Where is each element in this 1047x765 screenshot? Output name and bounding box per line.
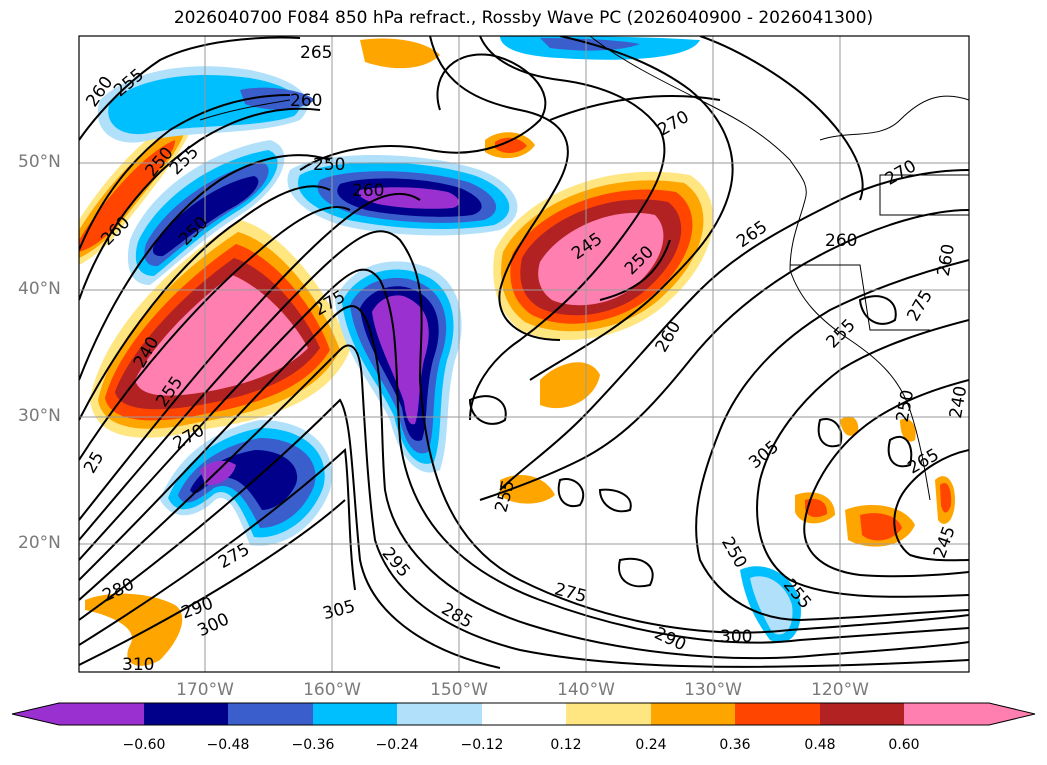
colorbar-segment xyxy=(228,703,313,725)
colorbar-tick: 0.60 xyxy=(888,737,920,753)
colorbar-segment xyxy=(313,703,397,725)
lon-label-120w: 120°W xyxy=(811,680,869,700)
colorbar-extend-high xyxy=(989,703,1035,725)
colorbar-tick: 0.48 xyxy=(804,737,836,753)
colorbar-tick: −0.12 xyxy=(460,737,504,753)
negative-anomaly-alaska xyxy=(97,36,801,643)
lon-label-170w: 170°W xyxy=(176,680,234,700)
colorbar-segment xyxy=(482,703,566,725)
lat-label-20n: 20°N xyxy=(18,533,61,553)
colorbar-tick: 0.36 xyxy=(719,737,751,753)
negative-anomaly-northwest xyxy=(127,140,285,285)
colorbar xyxy=(11,702,1036,726)
map-canvas: 260 255 265 260 250 255 260 250 260 250 … xyxy=(78,35,971,675)
lat-label-30n: 30°N xyxy=(18,406,61,426)
colorbar-segment xyxy=(397,703,482,725)
contour-label: 265 xyxy=(300,43,332,63)
contour-label: 300 xyxy=(720,627,752,647)
colorbar-tick: −0.60 xyxy=(122,737,166,753)
coastline xyxy=(199,36,969,501)
lon-label-160w: 160°W xyxy=(303,680,361,700)
contour-label: 250 xyxy=(313,155,345,175)
contour-label: 260 xyxy=(825,231,857,251)
colorbar-tick: −0.36 xyxy=(291,737,335,753)
figure-title: 2026040700 F084 850 hPa refract., Rossby… xyxy=(173,8,874,28)
refractivity-contours xyxy=(79,36,969,669)
colorbar-segment xyxy=(904,703,989,725)
negative-anomaly-north xyxy=(287,155,518,236)
positive-anomaly-northwest xyxy=(79,110,196,265)
colorbar-tick: 0.24 xyxy=(635,737,667,753)
colorbar-segment xyxy=(735,703,820,725)
map-frame xyxy=(78,35,970,673)
colorbar-tick: −0.48 xyxy=(206,737,250,753)
colorbar-tick: −0.24 xyxy=(375,737,419,753)
negative-anomaly-southwest xyxy=(160,420,332,546)
contour-label: 310 xyxy=(122,655,154,675)
colorbar-segment xyxy=(566,703,651,725)
graticule xyxy=(79,36,969,672)
colorbar-segment xyxy=(820,703,904,725)
colorbar-outline xyxy=(11,702,1036,726)
lon-label-130w: 130°W xyxy=(684,680,742,700)
colorbar-segment xyxy=(144,703,228,725)
colorbar-extend-low xyxy=(12,703,59,725)
lat-label-40n: 40°N xyxy=(18,279,61,299)
lon-label-150w: 150°W xyxy=(430,680,488,700)
contour-label: 260 xyxy=(290,91,322,111)
colorbar-tick: 0.12 xyxy=(550,737,582,753)
lat-label-50n: 50°N xyxy=(18,152,61,172)
colorbar-segment xyxy=(59,703,144,725)
contour-label: 260 xyxy=(352,181,384,201)
lon-label-140w: 140°W xyxy=(557,680,615,700)
colorbar-segment xyxy=(651,703,735,725)
